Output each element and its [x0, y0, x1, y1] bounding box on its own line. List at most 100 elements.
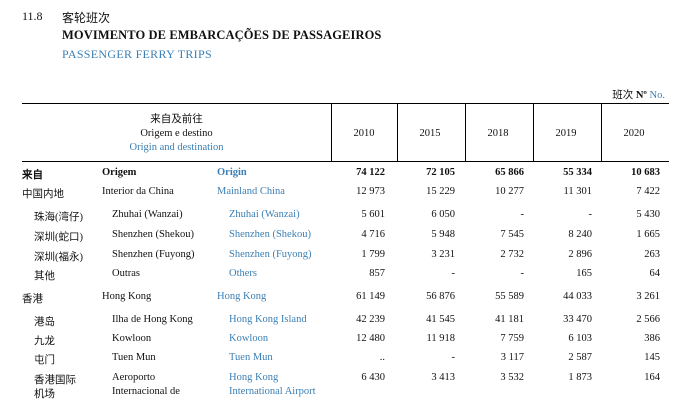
cell-en: Shenzhen (Fuyong) [229, 249, 312, 260]
cell-value: 3 532 [500, 372, 524, 383]
unit-en: No. [649, 90, 665, 101]
section-number: 11.8 [22, 9, 43, 23]
cell-value: 165 [576, 268, 592, 279]
cell-value: 55 334 [563, 167, 592, 178]
cell-pt: Hong Kong [102, 291, 152, 302]
cell-en: Kowloon [229, 333, 269, 344]
column-divider [331, 104, 332, 161]
cell-value: 2 587 [568, 352, 592, 363]
cell-value: 1 665 [636, 229, 660, 240]
col-header-zh: 来自及前往 [150, 114, 203, 125]
cell-value: - [520, 209, 525, 220]
cell-en: Zhuhai (Wanzai) [229, 209, 300, 220]
cell-value: 8 240 [568, 229, 592, 240]
cell-en: Hong Kong Island [229, 314, 307, 325]
cell-en: Mainland China [217, 186, 285, 197]
year-header: 2015 [419, 128, 441, 139]
col-header-origin-destination: 来自及前往 Origem e destino Origin and destin… [22, 113, 331, 155]
cell-value: 11 918 [426, 333, 456, 344]
cell-value: - [520, 268, 525, 279]
year-header: 2010 [353, 128, 375, 139]
cell-value: 6 430 [361, 372, 385, 383]
cell-value: 65 866 [495, 167, 524, 178]
cell-zh: 香港 [22, 294, 43, 305]
cell-value: 164 [644, 372, 660, 383]
col-header-pt: Origem e destino [140, 128, 213, 139]
cell-zh: 屯门 [34, 355, 55, 366]
unit-zh: 班次 [612, 90, 634, 101]
cell-value: 2 566 [636, 314, 660, 325]
cell-zh: 港岛 [34, 317, 55, 328]
cell-zh: 中国内地 [22, 189, 64, 200]
cell-value: - [451, 352, 456, 363]
cell-pt: Shenzhen (Shekou) [112, 229, 194, 240]
cell-value: 3 231 [431, 249, 455, 260]
cell-value: 1 873 [568, 372, 592, 383]
cell-value: 7 422 [636, 186, 660, 197]
cell-value: 3 261 [636, 291, 660, 302]
cell-zh: 机场 [34, 389, 55, 400]
cell-en: Origin [217, 167, 247, 178]
cell-value: 5 430 [636, 209, 660, 220]
cell-pt: Shenzhen (Fuyong) [112, 249, 195, 260]
year-header: 2020 [623, 128, 645, 139]
cell-value: 10 683 [631, 167, 660, 178]
title-chinese: 客轮班次 [62, 11, 111, 25]
cell-value: 10 277 [495, 186, 524, 197]
cell-value: 1 799 [361, 249, 385, 260]
cell-zh: 其他 [34, 271, 55, 282]
cell-value: 2 732 [500, 249, 524, 260]
column-divider [533, 104, 534, 161]
year-header: 2018 [487, 128, 509, 139]
cell-zh: 九龙 [34, 336, 55, 347]
cell-pt: Ilha de Hong Kong [112, 314, 193, 325]
cell-zh: 来自 [22, 170, 43, 181]
column-divider [397, 104, 398, 161]
cell-value: 6 103 [568, 333, 592, 344]
title-portuguese: MOVIMENTO DE EMBARCAÇÕES DE PASSAGEIROS [62, 28, 382, 42]
cell-pt: Outras [112, 268, 140, 279]
title-english: PASSENGER FERRY TRIPS [62, 47, 212, 61]
cell-en: Hong Kong [229, 372, 279, 383]
cell-value: 4 716 [361, 229, 385, 240]
cell-pt: Aeroporto [112, 372, 156, 383]
cell-pt: Zhuhai (Wanzai) [112, 209, 183, 220]
cell-value: 44 033 [563, 291, 592, 302]
cell-value: 55 589 [495, 291, 524, 302]
cell-value: 6 050 [431, 209, 455, 220]
cell-value: 33 470 [563, 314, 592, 325]
cell-value: 263 [644, 249, 660, 260]
cell-value: 145 [644, 352, 660, 363]
cell-value: - [588, 209, 593, 220]
column-divider [601, 104, 602, 161]
cell-en: International Airport [229, 386, 316, 397]
cell-value: 12 480 [356, 333, 385, 344]
cell-zh: 珠海(湾仔) [34, 212, 83, 223]
cell-value: 5 948 [431, 229, 455, 240]
cell-zh: 深圳(蛇口) [34, 232, 83, 243]
unit-pt: Nº [635, 90, 647, 101]
table-header: 来自及前往 Origem e destino Origin and destin… [22, 103, 669, 162]
col-header-en: Origin and destination [129, 142, 224, 153]
cell-value: 41 181 [495, 314, 524, 325]
cell-value: 5 601 [361, 209, 385, 220]
column-divider [465, 104, 466, 161]
cell-value: 42 239 [356, 314, 385, 325]
cell-value: 7 759 [500, 333, 524, 344]
cell-value: 56 876 [426, 291, 455, 302]
cell-value: 857 [369, 268, 385, 279]
cell-en: Shenzhen (Shekou) [229, 229, 311, 240]
cell-value: 11 301 [563, 186, 593, 197]
cell-zh: 香港国际 [34, 375, 76, 386]
year-header: 2019 [555, 128, 577, 139]
cell-value: 74 122 [356, 167, 385, 178]
cell-en: Hong Kong [217, 291, 267, 302]
cell-value: 2 896 [568, 249, 592, 260]
cell-pt: Interior da China [102, 186, 174, 197]
cell-pt: Tuen Mun [112, 352, 156, 363]
cell-pt: Internacional de [112, 386, 180, 397]
cell-value: 61 149 [356, 291, 385, 302]
cell-value: 72 105 [426, 167, 455, 178]
cell-value: 386 [644, 333, 660, 344]
cell-value: - [451, 268, 456, 279]
